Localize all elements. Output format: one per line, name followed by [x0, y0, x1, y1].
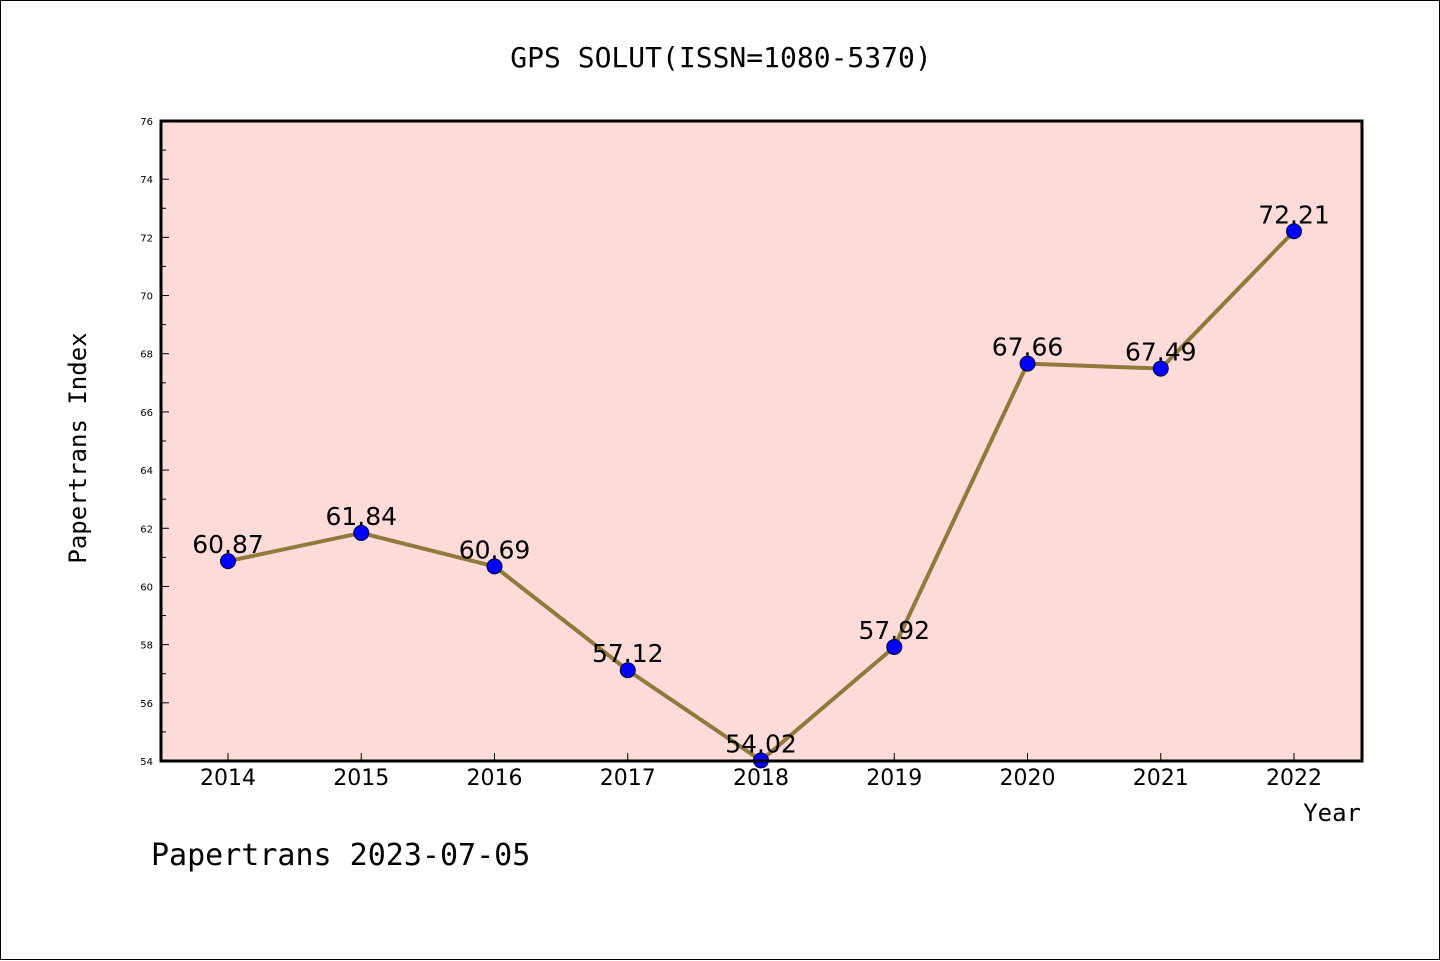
plot-area	[161, 121, 1362, 761]
y-tick-label: 76	[140, 117, 153, 128]
x-tick-label: 2016	[467, 766, 523, 791]
data-label: 61.84	[325, 502, 397, 531]
data-label: 67.49	[1125, 338, 1197, 367]
data-label: 54.02	[725, 729, 797, 758]
y-tick-label: 74	[140, 175, 153, 186]
x-tick-label: 2021	[1133, 766, 1189, 791]
x-tick-label: 2017	[600, 766, 656, 791]
data-label: 60.87	[192, 530, 264, 559]
x-axis-label: Year	[1303, 799, 1361, 827]
data-label: 57.12	[592, 639, 664, 668]
data-point	[1152, 360, 1169, 377]
y-tick-label: 58	[140, 641, 153, 652]
y-tick-label: 66	[140, 408, 153, 419]
x-tick-label: 2019	[866, 766, 922, 791]
series-group: 60.87 61.84 60.69 57.12 54.02 57.92 67.66 67.49…	[192, 200, 1330, 769]
data-point	[353, 524, 370, 541]
x-tick-label: 2020	[1000, 766, 1056, 791]
y-tick-label: 70	[140, 292, 153, 303]
data-label: 57.92	[858, 616, 930, 645]
data-point	[220, 553, 236, 570]
plot-border	[159, 119, 1364, 763]
x-tick-label: 2022	[1266, 766, 1322, 791]
data-point	[486, 558, 503, 575]
data-label: 72.21	[1258, 200, 1330, 229]
y-tick-label: 68	[140, 350, 153, 361]
data-label: 60.69	[459, 535, 531, 564]
y-tick-label: 56	[140, 699, 153, 710]
x-tick-label: 2018	[733, 766, 789, 791]
chart-title: GPS SOLUT(ISSN=1080-5370)	[510, 41, 931, 74]
x-axis-ticks: 2014 2015 2016 2017 2018 2019 2020 2021 2022	[200, 753, 1322, 791]
data-label: 67.66	[992, 333, 1064, 362]
footer-text: Papertrans 2023-07-05	[151, 838, 530, 873]
data-point	[619, 662, 636, 679]
y-tick-label: 72	[140, 233, 153, 244]
y-axis-ticks: 54 56 58 60 62 64 66 68 70 72 74 76	[140, 117, 169, 768]
y-tick-label: 60	[140, 582, 153, 593]
y-axis-label: Papertrans Index	[64, 332, 92, 563]
data-point	[1286, 223, 1302, 240]
y-tick-label: 62	[140, 524, 153, 535]
data-point	[1019, 355, 1036, 372]
y-tick-label: 54	[140, 757, 153, 768]
y-tick-label: 64	[140, 466, 153, 477]
data-point	[886, 638, 903, 655]
x-tick-label: 2015	[333, 766, 389, 791]
x-tick-label: 2014	[200, 766, 256, 791]
